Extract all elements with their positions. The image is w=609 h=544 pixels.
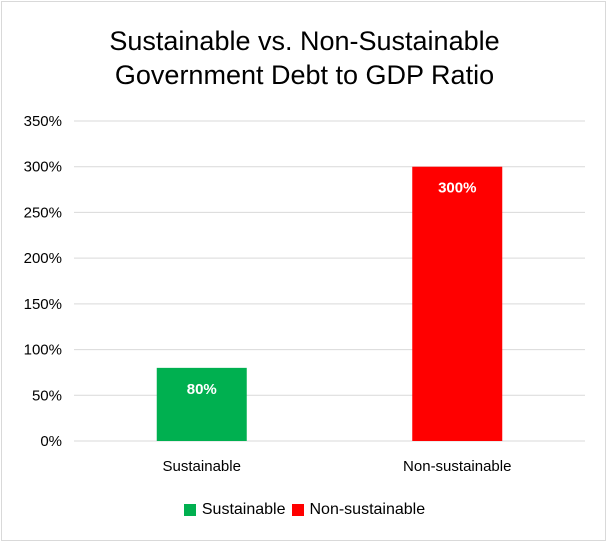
- y-tick-label: 150%: [24, 296, 62, 313]
- x-tick-label: Sustainable: [163, 458, 241, 475]
- y-tick-label: 250%: [24, 204, 62, 221]
- x-tick-label: Non-sustainable: [403, 458, 511, 475]
- legend-swatch-non-sustainable: [291, 504, 304, 516]
- legend: Sustainable Non-sustainable: [2, 501, 607, 519]
- y-tick-label: 50%: [32, 387, 62, 404]
- legend-item-sustainable: Sustainable: [183, 501, 286, 519]
- y-tick-label: 350%: [24, 113, 62, 130]
- bar-non-sustainable: [412, 166, 503, 441]
- data-label: 300%: [438, 180, 476, 197]
- bar-sustainable: [156, 367, 247, 441]
- chart-title: Sustainable vs. Non-Sustainable Governme…: [2, 24, 607, 92]
- y-tick-label: 200%: [24, 250, 62, 267]
- chart-title-line-1: Sustainable vs. Non-Sustainable: [109, 26, 500, 56]
- legend-label-non-sustainable: Non-sustainable: [309, 501, 426, 518]
- legend-label-sustainable: Sustainable: [201, 501, 286, 518]
- y-tick-label: 300%: [24, 159, 62, 176]
- legend-swatch-sustainable: [183, 504, 196, 516]
- data-label: 80%: [187, 381, 217, 398]
- legend-item-non-sustainable: Non-sustainable: [291, 501, 426, 519]
- y-tick-label: 100%: [24, 342, 62, 359]
- chart-title-line-2: Government Debt to GDP Ratio: [114, 60, 495, 90]
- y-tick-label: 0%: [40, 433, 62, 450]
